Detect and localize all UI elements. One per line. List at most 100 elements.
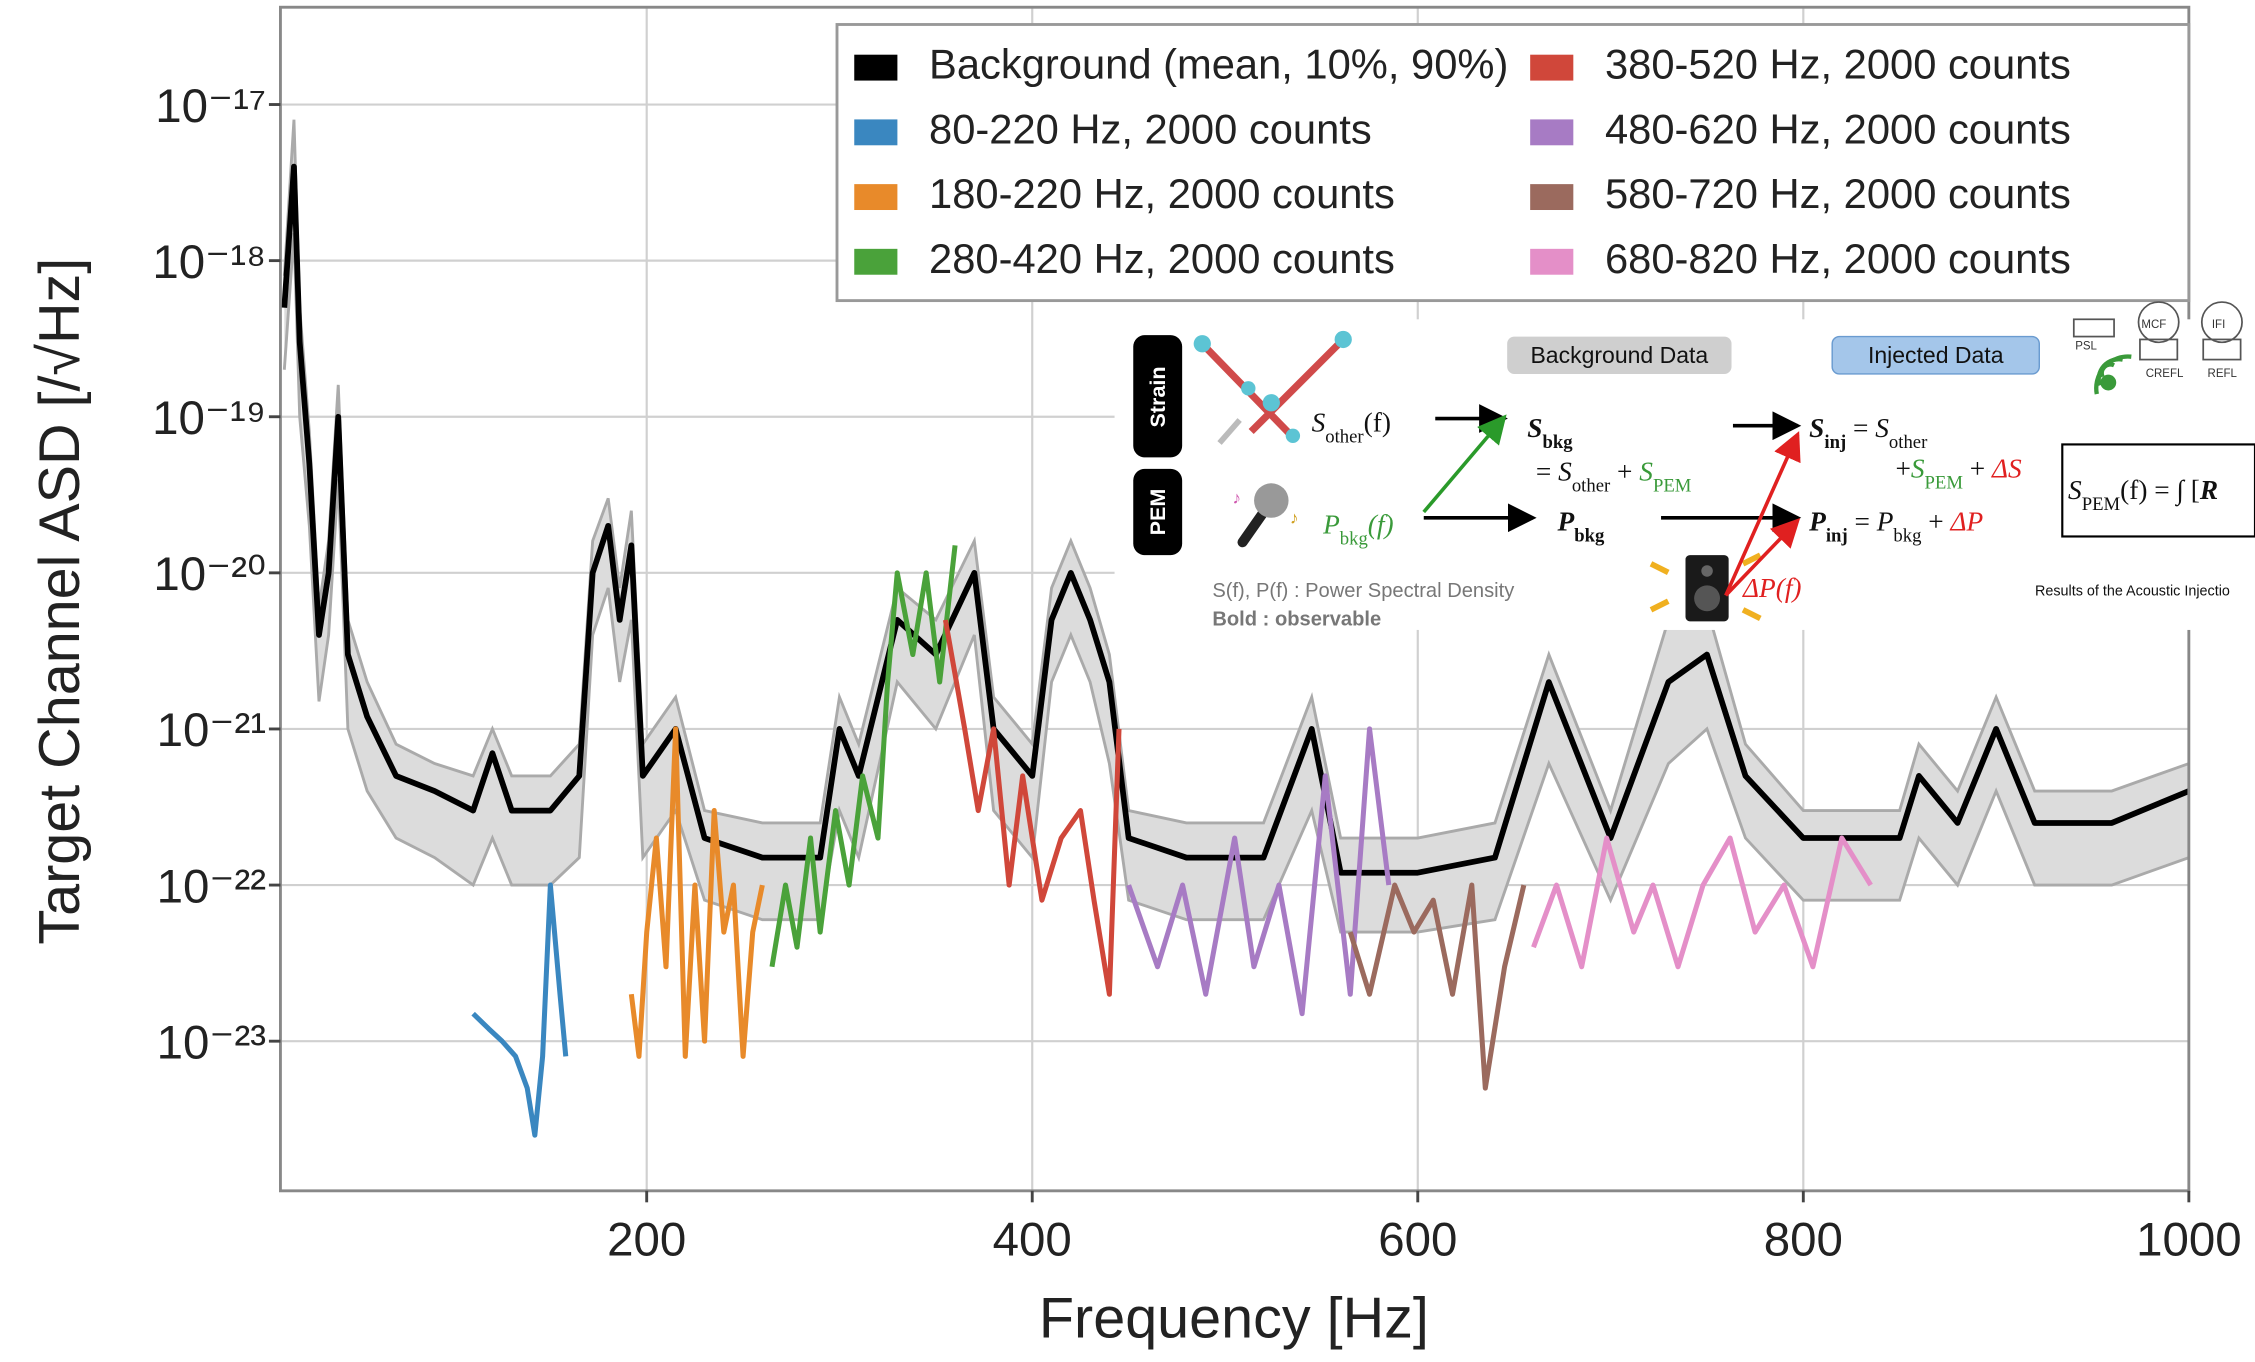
formula-subscript: other [1572,475,1611,496]
formula-part: (f) = ∫ [ [2120,475,2200,507]
legend-box [835,23,2191,303]
y-tick-label: 10⁻²² [157,860,266,913]
x-tick-label: 1000 [2136,1214,2242,1267]
legend-label: Background (mean, 10%, 90%) [929,41,1508,88]
formula-symbol: S [1911,454,1925,484]
formula-subscript: PEM [1925,472,1964,493]
formula-symbol: S [1639,456,1653,486]
strain-box [1133,335,1183,458]
y-tick-label: 10⁻¹⁸ [152,236,266,289]
formula: SPEM(f) = ∫ [R [2068,475,2218,514]
formula-part: + [1895,454,1910,484]
bold-note: Bold : observable [1212,609,1381,631]
p10-line [282,233,2189,934]
series-line [628,726,765,1059]
legend-label: 80-220 Hz, 2000 counts [929,105,1372,152]
equation-box [2061,443,2255,538]
legend-label: 280-420 Hz, 2000 counts [929,235,1395,282]
y-tick-label: 10⁻²¹ [157,704,266,757]
formula: Sinj = Sother [1809,413,1928,453]
microphone-icon: ♪♪ [1232,483,1299,548]
formula-symbol: P [1557,507,1575,537]
formula-symbol: (f) [1368,510,1394,540]
detector-schematic [2072,301,2243,361]
formula-symbol: S [1809,413,1824,443]
legend-swatch [1530,248,1574,275]
y-tick-label: 10⁻¹⁹ [152,392,266,445]
injected-data-label: Injected Data [1868,342,2004,368]
formula-symbol: P [1322,510,1340,540]
series-line [471,882,569,1138]
formula-symbol: S [1312,407,1326,437]
detector-label: PSL [2075,341,2097,353]
background-data-box [1507,336,1732,374]
formula-part: = [1848,507,1877,537]
formula-subscript: PEM [2082,494,2121,515]
arrows [1422,404,1802,597]
psd-note: S(f), P(f) : Power Spectral Density [1212,580,1515,602]
formula-symbol: S [2068,475,2082,505]
wifi-icon [2094,354,2132,395]
detector-label: REFL [2208,368,2238,380]
speaker-icon [1649,552,1762,622]
formula-subscript: inj [1826,525,1848,546]
x-axis-title: Frequency [Hz] [1039,1287,1429,1351]
formula-part: + [1963,454,1992,484]
formula-part: = [1846,413,1875,443]
legend-label: 380-520 Hz, 2000 counts [1605,41,2071,88]
formula-symbol: P [1808,507,1826,537]
formula-subscript: bkg [1543,432,1574,453]
pem-label: PEM [1145,489,1170,536]
y-tick-label: 10⁻²⁰ [153,548,266,601]
background-data-label: Background Data [1530,342,1708,368]
legend-label: 580-720 Hz, 2000 counts [1605,170,2071,217]
formula-part: (f) [1364,407,1391,437]
series-line [942,619,1122,997]
formula-symbol: ΔP(f) [1742,573,1802,603]
formula: Pinj = Pbkg + ΔP [1808,507,1983,546]
x-tick-label: 800 [1764,1214,1843,1267]
legend: Background (mean, 10%, 90%) 80-220 Hz, 20… [835,23,2191,303]
formula: Pbkg(f) [1322,510,1394,549]
formula-part: + [1610,456,1639,486]
formula-symbol: S [1558,456,1572,486]
formula-symbol: ΔP [1950,507,1984,537]
formula-subscript: other [1325,426,1364,447]
svg-text:♪: ♪ [1232,487,1241,507]
injected-data-box [1831,335,2040,375]
results-caption: Results of the Acoustic Injectio [2035,583,2230,599]
y-axis-title: Target Channel ASD [/√Hz] [28,258,92,945]
formula-subscript: bkg [1340,528,1368,549]
series-line [1347,882,1527,1091]
y-tick-label: 10⁻²³ [157,1016,266,1069]
svg-text:♪: ♪ [1290,508,1299,528]
formula-symbol: ΔS [1991,454,2022,484]
series-line [1531,835,1873,970]
legend-swatch [854,184,898,211]
legend-swatch [854,248,898,275]
formula-part: + [1921,507,1950,537]
legend-label: 180-220 Hz, 2000 counts [929,170,1395,217]
formula: Pbkg [1557,507,1605,546]
legend-swatch [1530,184,1574,211]
series-line [769,545,958,968]
y-tick-label: 10⁻¹⁷ [155,80,266,133]
detector-label: CREFL [2146,368,2184,380]
legend-swatch [1530,119,1574,146]
formula-subscript: inj [1824,432,1846,453]
formula: = Sother + SPEM [1536,456,1692,496]
pem-box [1133,468,1183,556]
formula-symbol: S [1527,413,1542,443]
legend-swatch [854,54,898,81]
formula: Sother(f) [1312,407,1391,446]
detector-label: MCF [2141,319,2166,331]
x-tick-label: 600 [1378,1214,1457,1267]
legend-label: 680-820 Hz, 2000 counts [1605,235,2071,282]
x-tick-label: 400 [993,1214,1072,1267]
x-tick-label: 200 [607,1214,686,1267]
strain-label: Strain [1145,366,1170,427]
detector-labels: PSL MCF IFI CREFL REFL [2075,319,2237,380]
formula: Sbkg [1527,413,1573,453]
formula-subscript: bkg [1574,525,1605,546]
percentile-band [284,119,2189,933]
